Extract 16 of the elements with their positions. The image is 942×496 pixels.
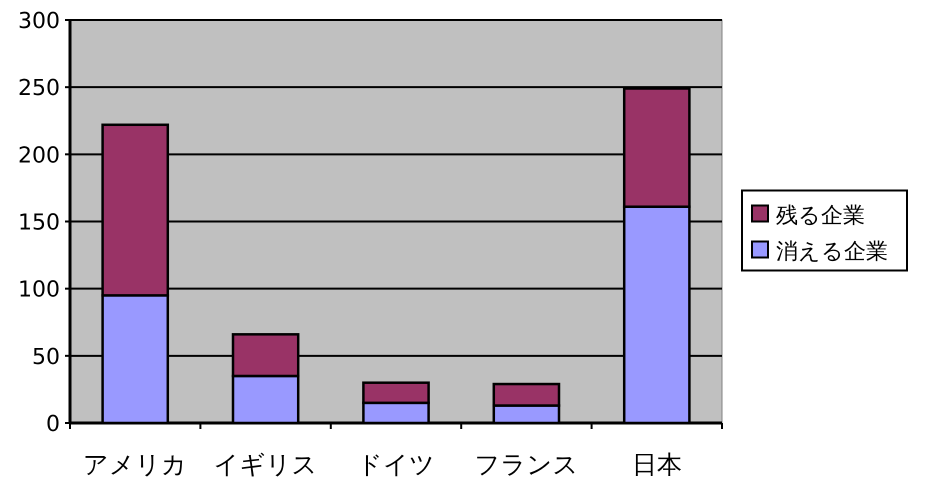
y-tick-label: 300 [18, 9, 60, 34]
legend-label: 消える企業 [776, 240, 888, 264]
bar [362, 381, 430, 404]
x-tick-label: ドイツ [357, 450, 435, 479]
bar [492, 382, 560, 407]
y-tick-label: 150 [18, 210, 60, 236]
x-tick-label: イギリス [214, 450, 318, 479]
y-tick-label: 50 [32, 344, 60, 370]
y-tick-label: 250 [18, 76, 60, 102]
x-tick-label: 日本 [632, 450, 682, 479]
y-tick-label: 200 [18, 143, 60, 168]
y-tick-label: 100 [18, 278, 60, 303]
x-tick-label: アメリカ [83, 450, 188, 479]
legend-label: 残る企業 [776, 204, 865, 228]
x-tick-label: フランス [474, 450, 578, 479]
y-tick-label: 0 [46, 412, 60, 437]
